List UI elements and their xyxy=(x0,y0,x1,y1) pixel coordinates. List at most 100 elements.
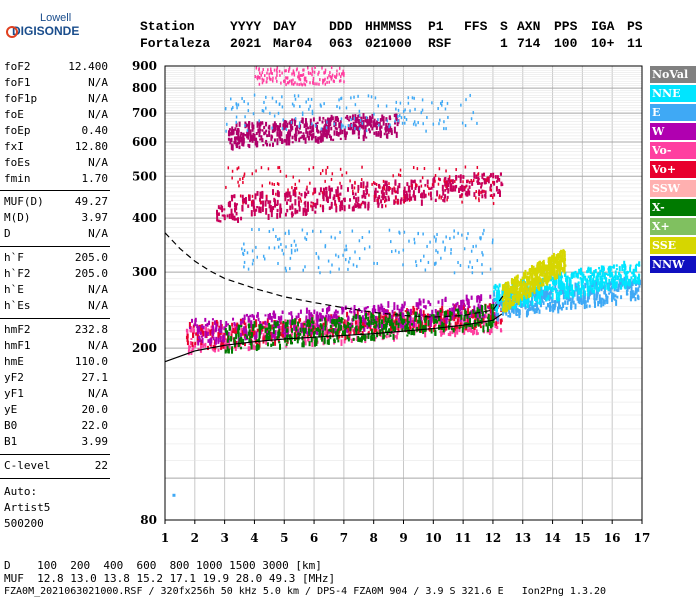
sparse-point xyxy=(235,115,238,119)
data-point xyxy=(316,318,319,322)
data-point xyxy=(445,319,448,325)
data-point xyxy=(333,321,336,327)
sparse-point xyxy=(304,83,307,87)
data-point xyxy=(464,309,467,315)
footer-info-line: FZA0M_2021063021000.RSF / 320fx256h 50 k… xyxy=(4,586,607,597)
data-point xyxy=(455,308,458,312)
data-point xyxy=(446,195,449,199)
data-point xyxy=(317,129,320,134)
data-point xyxy=(557,294,560,302)
data-point xyxy=(334,309,337,314)
data-point xyxy=(628,283,631,290)
sparse-point xyxy=(311,112,314,116)
data-point xyxy=(409,312,412,315)
data-point xyxy=(491,308,494,316)
data-point xyxy=(268,322,271,330)
data-point xyxy=(623,269,626,273)
data-point xyxy=(303,207,306,213)
sparse-point xyxy=(292,69,295,73)
sparse-point xyxy=(376,198,378,202)
data-point xyxy=(240,325,243,328)
data-point xyxy=(553,280,556,286)
data-point xyxy=(249,329,252,333)
data-point xyxy=(379,118,382,122)
sparse-point xyxy=(373,261,375,265)
data-point xyxy=(351,129,354,135)
data-point xyxy=(630,282,633,288)
data-point xyxy=(215,336,218,342)
data-point xyxy=(615,283,618,286)
data-point xyxy=(231,195,234,202)
sparse-point xyxy=(337,194,339,198)
data-point xyxy=(618,266,621,272)
data-point xyxy=(366,306,369,309)
data-point xyxy=(335,327,338,333)
sparse-point xyxy=(445,127,447,131)
data-point xyxy=(371,114,374,119)
data-point xyxy=(217,205,220,209)
sparse-point xyxy=(413,120,416,124)
data-point xyxy=(444,296,447,302)
data-point xyxy=(324,121,327,127)
data-point xyxy=(242,338,245,346)
data-point xyxy=(366,313,369,316)
data-point xyxy=(311,323,314,327)
data-point xyxy=(441,298,444,306)
data-point xyxy=(612,292,615,300)
sparse-point xyxy=(290,243,293,247)
data-point xyxy=(191,341,194,347)
data-point xyxy=(192,332,195,338)
y-tick-label: 600 xyxy=(132,135,157,149)
sparse-point xyxy=(310,97,313,101)
data-point xyxy=(550,269,553,274)
sparse-point xyxy=(309,104,311,108)
data-point xyxy=(304,334,307,337)
data-point xyxy=(290,330,293,336)
data-point xyxy=(337,339,340,343)
data-point xyxy=(519,297,522,304)
data-point xyxy=(436,317,439,323)
sparse-point xyxy=(439,118,441,122)
data-point xyxy=(395,131,398,138)
sparse-point xyxy=(304,76,307,80)
data-point xyxy=(372,121,375,128)
sparse-point xyxy=(320,104,322,108)
data-point xyxy=(333,311,336,319)
data-point xyxy=(404,321,407,327)
sparse-point xyxy=(335,253,337,257)
data-point xyxy=(369,316,372,320)
data-point xyxy=(570,273,573,278)
sparse-point xyxy=(334,236,336,240)
data-point xyxy=(194,341,197,346)
data-point xyxy=(356,328,359,331)
data-point xyxy=(328,328,331,332)
data-point xyxy=(285,120,288,124)
sparse-point xyxy=(335,75,337,79)
sparse-point xyxy=(422,122,424,126)
sparse-point xyxy=(329,71,331,75)
data-point xyxy=(337,332,340,337)
data-point xyxy=(402,315,405,320)
data-point xyxy=(243,320,246,325)
data-point xyxy=(282,331,285,335)
sparse-point xyxy=(491,194,493,198)
data-point xyxy=(514,294,517,298)
data-point xyxy=(560,276,563,282)
data-point xyxy=(300,120,303,123)
data-point xyxy=(286,322,289,327)
data-point xyxy=(598,266,601,270)
data-point xyxy=(212,325,215,332)
data-point xyxy=(363,307,366,313)
data-point xyxy=(374,336,377,340)
data-point xyxy=(256,123,259,126)
data-point xyxy=(244,322,247,329)
sparse-point xyxy=(447,115,449,119)
data-point xyxy=(337,134,340,137)
data-point xyxy=(553,304,556,309)
data-point xyxy=(194,319,197,326)
data-point xyxy=(214,320,217,325)
sparse-point xyxy=(340,72,343,76)
data-point xyxy=(255,331,258,339)
data-point xyxy=(599,283,602,287)
param-row: h`E N/A xyxy=(4,283,108,299)
